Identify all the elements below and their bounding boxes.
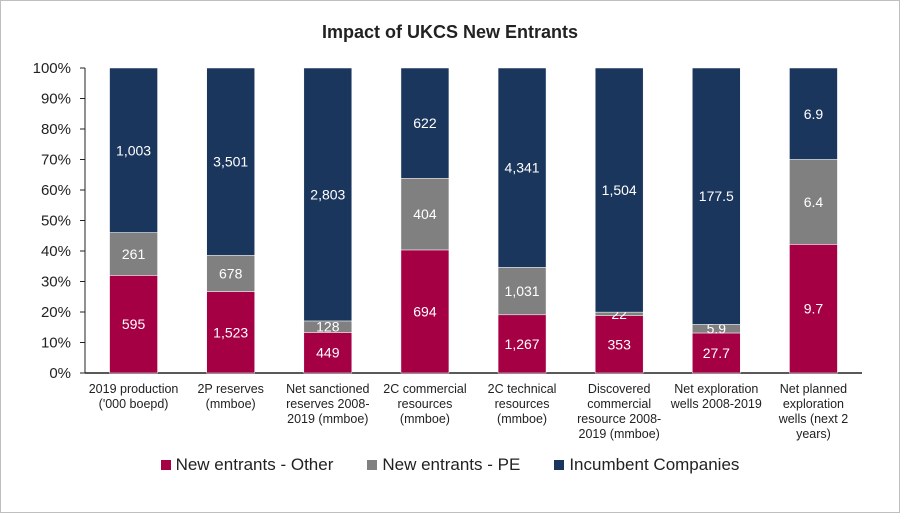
x-tick-label: (mmboe) [206, 397, 256, 411]
bar-segment [497, 314, 547, 374]
x-tick-label: resources [495, 397, 550, 411]
bar-segment [497, 67, 547, 268]
x-tick-label: Net planned [780, 382, 847, 396]
data-label: 1,523 [213, 324, 248, 340]
x-tick-label: ('000 boepd) [99, 397, 169, 411]
y-tick-label: 10% [41, 335, 71, 352]
data-label: 404 [413, 206, 437, 222]
data-label: 6.4 [804, 194, 824, 210]
data-label: 261 [122, 246, 146, 262]
data-label: 694 [413, 303, 437, 319]
x-tick-label: (mmboe) [400, 412, 450, 426]
y-tick-label: 40% [41, 243, 71, 260]
legend-swatch [554, 460, 565, 470]
legend-label: New entrants - PE [382, 455, 521, 474]
data-label: 622 [413, 115, 437, 131]
data-label: 128 [316, 319, 340, 335]
data-label: 3,501 [213, 154, 248, 170]
bar-segment [206, 291, 255, 374]
bar-segment [109, 232, 158, 276]
x-tick-label: 2019 production [89, 382, 179, 396]
y-tick-label: 20% [41, 304, 71, 321]
x-tick-label: resource 2008- [577, 412, 661, 426]
bar-segment [594, 67, 644, 313]
legend-swatch [160, 460, 171, 470]
bar-segment [789, 67, 838, 160]
data-label: 5.9 [707, 321, 727, 337]
x-tick-label: resources [397, 397, 452, 411]
x-tick-label: 2C commercial [383, 382, 466, 396]
data-label: 2,803 [310, 186, 345, 202]
data-label: 1,267 [505, 336, 540, 352]
legend-swatch [367, 460, 378, 470]
data-label: 177.5 [699, 188, 734, 204]
x-tick-label: wells (next 2 [778, 412, 849, 426]
bar-segment [594, 315, 644, 374]
x-tick-label: 2019 (mmboe) [287, 412, 368, 426]
bar-segment [789, 244, 838, 374]
data-label: 27.7 [703, 345, 730, 361]
data-label: 595 [122, 316, 146, 332]
bar-segment [303, 67, 353, 322]
legend-item: New entrants - PE [367, 455, 520, 475]
y-tick-label: 50% [41, 213, 71, 230]
x-tick-label: commercial [587, 397, 651, 411]
bar-segment [692, 332, 741, 374]
data-label: 1,504 [602, 182, 637, 198]
data-label: 4,341 [505, 160, 540, 176]
y-tick-label: 30% [41, 274, 71, 291]
bar-segment [497, 267, 547, 316]
x-tick-label: wells 2008-2019 [670, 397, 762, 411]
legend: New entrants - Other New entrants - PE Inc… [0, 455, 900, 475]
y-tick-label: 0% [49, 365, 71, 382]
x-tick-label: exploration [783, 397, 844, 411]
bar-segment [692, 67, 741, 325]
legend-item: New entrants - Other [160, 455, 334, 475]
x-tick-label: years) [796, 427, 831, 441]
data-label: 449 [316, 345, 340, 361]
x-tick-label: (mmboe) [497, 412, 547, 426]
data-label: 1,031 [505, 283, 540, 299]
x-tick-label: reserves 2008- [286, 397, 369, 411]
bar-segment [303, 332, 353, 374]
x-tick-label: Net sanctioned [286, 382, 369, 396]
chart-title: Impact of UKCS New Entrants [321, 22, 579, 42]
bar-segment [789, 159, 838, 245]
bar-segment [400, 67, 450, 179]
y-tick-label: 70% [41, 152, 71, 169]
data-label: 6.9 [804, 106, 824, 122]
y-tick-label: 90% [41, 91, 71, 108]
data-label: 1,003 [116, 142, 151, 158]
bar-segment [400, 249, 450, 374]
legend-label: Incumbent Companies [569, 455, 740, 474]
bar-segment [109, 67, 158, 233]
legend-label: New entrants - Other [175, 455, 334, 474]
x-tick-label: 2019 (mmboe) [579, 427, 660, 441]
x-tick-label: Net exploration [674, 382, 758, 396]
y-tick-label: 100% [33, 60, 71, 77]
bar-segment [206, 255, 255, 292]
x-tick-label: 2P reserves [197, 382, 263, 396]
bar-segment [400, 178, 450, 251]
data-label: 353 [608, 336, 632, 352]
x-tick-label: Discovered [588, 382, 651, 396]
data-label: 9.7 [804, 301, 824, 317]
legend-item: Incumbent Companies [554, 455, 739, 475]
x-tick-label: 2C technical [488, 382, 557, 396]
bar-segment [206, 67, 255, 256]
data-label: 678 [219, 265, 243, 281]
y-tick-label: 80% [41, 121, 71, 138]
y-tick-label: 60% [41, 182, 71, 199]
